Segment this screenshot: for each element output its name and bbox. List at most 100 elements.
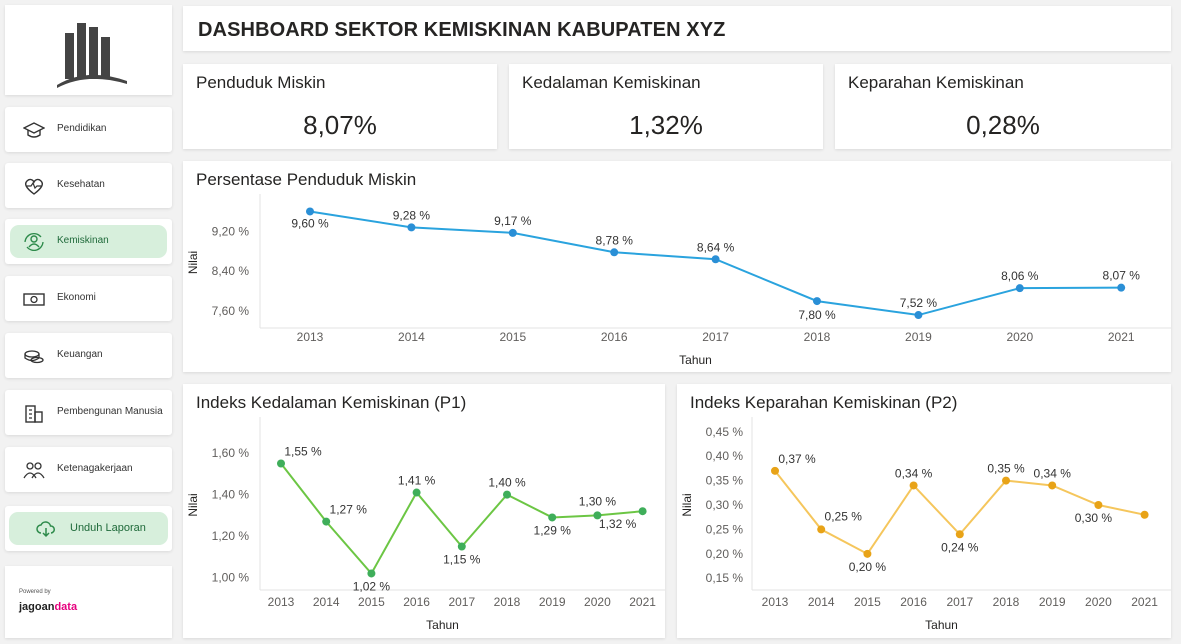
data-label: 1,27 % [330, 503, 368, 517]
line-chart-penduduk-miskin: 7,60 % 8,40 % 9,20 % 2013 2014 2015 2016 2017 20… [186, 194, 1171, 367]
sidebar-item-ekonomi[interactable]: Ekonomi [5, 276, 172, 321]
sidebar-item-label: Ekonomi [57, 292, 96, 303]
people-cycle-icon [24, 233, 44, 251]
data-point[interactable] [771, 466, 779, 475]
download-report-label: Unduh Laporan [70, 522, 146, 534]
coins-icon [24, 350, 44, 364]
brand-part1: jagoan [19, 601, 55, 613]
x-tick-label: 2019 [1039, 595, 1066, 609]
data-point[interactable] [813, 297, 821, 306]
data-label: 0,24 % [941, 540, 979, 554]
y-tick-label: 0,15 % [706, 571, 744, 585]
kpi-card-penduduk-miskin: Penduduk Miskin 8,07% [183, 64, 497, 149]
data-label: 1,32 % [599, 517, 637, 531]
y-tick-label: 8,40 % [212, 264, 250, 278]
building-logo-icon [57, 23, 127, 88]
data-point[interactable] [367, 569, 376, 578]
brand-name: jagoandata [19, 601, 77, 613]
data-point[interactable] [817, 525, 826, 534]
data-point[interactable] [1094, 501, 1103, 509]
x-tick-label: 2013 [762, 595, 789, 609]
data-point[interactable] [1048, 481, 1057, 490]
x-tick-label: 2015 [499, 330, 526, 344]
powered-by-text: Powered by [19, 589, 51, 595]
data-point[interactable] [503, 490, 511, 499]
data-label: 1,40 % [488, 476, 526, 490]
data-point[interactable] [863, 549, 872, 558]
chart-card-penduduk-miskin: Persentase Penduduk Miskin 7,60 % 8,40 % 9… [183, 161, 1171, 372]
data-point[interactable] [457, 542, 466, 551]
x-tick-label: 2019 [539, 595, 566, 609]
sidebar-item-ketenagakerjaan[interactable]: Ketenagakerjaan [5, 447, 172, 492]
sidebar-item-label: Kemiskinan [57, 235, 109, 246]
chart-title: Indeks Keparahan Kemiskinan (P2) [690, 393, 958, 412]
data-point[interactable] [711, 255, 720, 264]
x-tick-label: 2014 [313, 595, 340, 609]
kpi-value: 8,07% [303, 110, 377, 140]
x-tick-label: 2016 [900, 595, 927, 609]
sidebar-item-pembengunan-manusia[interactable]: Pembengunan Manusia [5, 390, 172, 435]
data-point[interactable] [1140, 510, 1149, 519]
x-tick-label: 2018 [494, 595, 521, 609]
sidebar-item-pendidikan[interactable]: Pendidikan [5, 107, 172, 152]
data-label: 8,64 % [697, 240, 735, 254]
kpi-value: 1,32% [629, 110, 703, 140]
data-label: 7,52 % [900, 296, 938, 310]
graduation-cap-icon [23, 122, 45, 138]
sidebar-item-kesehatan[interactable]: Kesehatan [5, 163, 172, 208]
download-report-button[interactable]: Unduh Laporan [5, 506, 172, 551]
y-tick-label: 1,00 % [212, 571, 250, 585]
x-tick-label: 2015 [854, 595, 881, 609]
sidebar-item-kemiskinan[interactable]: Kemiskinan [5, 219, 172, 264]
data-label: 7,80 % [798, 308, 836, 322]
x-tick-label: 2020 [584, 595, 611, 609]
data-point[interactable] [1117, 283, 1126, 292]
dashboard-header: DASHBOARD SEKTOR KEMISKINAN KABUPATEN XY… [183, 6, 1171, 51]
data-point[interactable] [322, 517, 331, 526]
sidebar-item-keuangan[interactable]: Keuangan [5, 333, 172, 378]
powered-by-card: Powered by jagoandata [5, 566, 172, 638]
data-point[interactable] [610, 248, 619, 257]
data-point[interactable] [914, 311, 923, 320]
data-point[interactable] [1002, 476, 1010, 485]
sidebar-item-label: Keuangan [57, 349, 103, 360]
money-icon [23, 293, 45, 306]
download-pill [9, 512, 168, 545]
data-label: 0,37 % [778, 452, 816, 466]
data-label: 9,28 % [393, 208, 431, 222]
data-point[interactable] [955, 530, 964, 539]
data-label: 1,15 % [443, 553, 481, 567]
data-point[interactable] [638, 507, 647, 516]
kpi-card-keparahan: Keparahan Kemiskinan 0,28% [835, 64, 1171, 149]
y-tick-label: 1,20 % [212, 529, 250, 543]
data-point[interactable] [1015, 284, 1024, 293]
data-label: 1,41 % [398, 474, 436, 488]
data-point[interactable] [548, 513, 557, 522]
y-tick-label: 9,20 % [212, 224, 250, 238]
kpi-value: 0,28% [966, 110, 1040, 140]
data-point[interactable] [306, 207, 314, 216]
data-point[interactable] [412, 488, 421, 497]
y-tick-label: 0,45 % [706, 425, 744, 439]
logo-card [5, 5, 172, 95]
data-point[interactable] [277, 459, 285, 468]
x-tick-label: 2017 [702, 330, 729, 344]
data-point[interactable] [909, 481, 918, 490]
x-tick-label: 2014 [808, 595, 835, 609]
data-point[interactable] [407, 223, 416, 232]
x-tick-label: 2018 [993, 595, 1020, 609]
x-tick-label: 2016 [403, 595, 430, 609]
sidebar-item-label: Pendidikan [57, 123, 107, 134]
data-label: 1,55 % [284, 445, 322, 459]
y-tick-label: 0,40 % [706, 449, 744, 463]
data-label: 0,34 % [895, 466, 933, 480]
x-tick-label: 2015 [358, 595, 385, 609]
data-point[interactable] [508, 228, 517, 237]
chart-card-kedalaman: Indeks Kedalaman Kemiskinan (P1) 1,00 % 1… [183, 384, 665, 638]
data-label: 0,35 % [987, 462, 1025, 476]
data-point[interactable] [593, 511, 602, 520]
x-axis-title: Tahun [679, 353, 712, 367]
line-chart-kedalaman: 1,00 % 1,20 % 1,40 % 1,60 % 2013 2014 2015 2016… [186, 417, 665, 632]
x-tick-label: 2019 [905, 330, 932, 344]
x-axis-title: Tahun [925, 618, 958, 632]
